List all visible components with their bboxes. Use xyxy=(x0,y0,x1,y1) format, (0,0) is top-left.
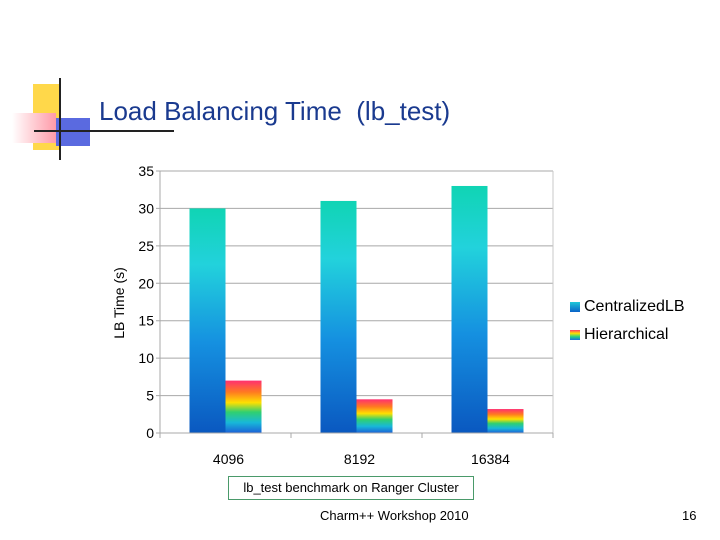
y-tick-label: 30 xyxy=(138,200,154,216)
slide-footer: Charm++ Workshop 2010 xyxy=(320,508,469,523)
chart-legend: CentralizedLB Hierarchical xyxy=(570,293,685,349)
legend-item-centralizedlb: CentralizedLB xyxy=(570,293,685,321)
y-tick-label: 25 xyxy=(138,238,154,254)
legend-swatch-centralizedlb xyxy=(570,302,580,312)
bar-hierarchical-4096 xyxy=(225,380,262,433)
corner-decoration-vline xyxy=(59,78,61,160)
legend-item-hierarchical: Hierarchical xyxy=(570,321,685,349)
x-tick-label: 4096 xyxy=(213,451,244,467)
corner-decoration-pink xyxy=(12,113,56,143)
y-tick-label: 15 xyxy=(138,313,154,329)
y-axis-label: LB Time (s) xyxy=(111,267,127,339)
x-tick-label: 16384 xyxy=(471,451,510,467)
bar-centralizedlb-8192 xyxy=(320,200,357,433)
slide-title: Load Balancing Time (lb_test) xyxy=(99,96,451,126)
x-tick-label: 8192 xyxy=(344,451,375,467)
y-tick-label: 5 xyxy=(146,388,154,404)
slide-page-number: 16 xyxy=(682,508,697,523)
bar-hierarchical-8192 xyxy=(356,399,393,433)
corner-decoration-blue xyxy=(56,118,90,146)
y-tick-label: 35 xyxy=(138,163,154,179)
y-tick-label: 0 xyxy=(146,425,154,441)
y-tick-label: 20 xyxy=(138,275,154,291)
legend-label-hierarchical: Hierarchical xyxy=(584,326,669,343)
corner-decoration-hline xyxy=(34,130,174,132)
legend-swatch-hierarchical xyxy=(570,330,580,340)
legend-label-centralizedlb: CentralizedLB xyxy=(584,298,685,315)
bar-centralizedlb-4096 xyxy=(189,208,226,433)
bar-centralizedlb-16384 xyxy=(451,185,488,433)
chart-caption: lb_test benchmark on Ranger Cluster xyxy=(228,476,474,500)
y-tick-label: 10 xyxy=(138,350,154,366)
bar-hierarchical-16384 xyxy=(487,409,524,433)
